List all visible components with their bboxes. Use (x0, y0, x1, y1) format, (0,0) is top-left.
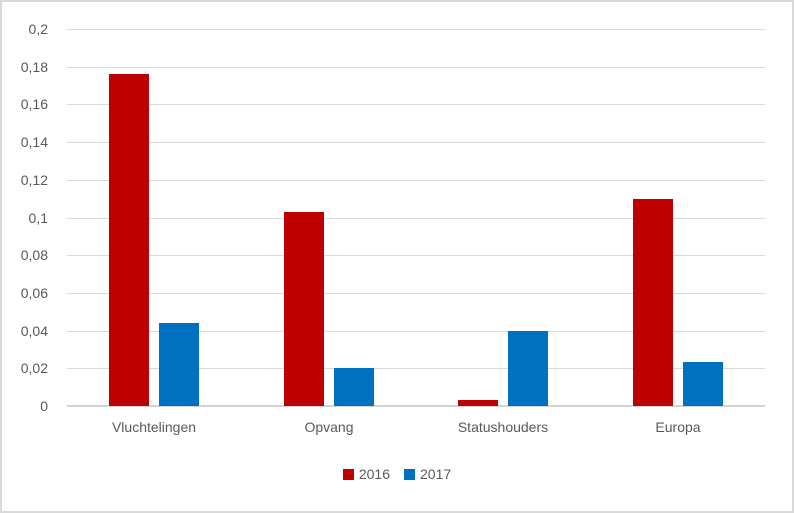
bar-2016-opvang (284, 212, 324, 406)
gridline (67, 180, 765, 181)
y-axis: 0 0,02 0,04 0,06 0,08 0,1 0,12 0,14 0,16 0,18 0,2 (2, 21, 48, 414)
y-tick-label: 0,1 (28, 210, 48, 226)
gridline (67, 331, 765, 332)
bar-2016-vluchtelingen (109, 74, 149, 406)
y-tick-label: 0,18 (20, 59, 48, 75)
y-tick-label: 0,08 (20, 247, 48, 263)
y-tick-label: 0,2 (28, 21, 48, 37)
y-tick-label: 0,06 (20, 285, 48, 301)
y-tick-label: 0 (40, 398, 48, 414)
gridline (67, 218, 765, 219)
bar-2017-europa (683, 362, 723, 406)
bar-2017-vluchtelingen (159, 323, 199, 406)
x-category-label: Vluchtelingen (111, 419, 197, 435)
y-tick-label: 0,16 (20, 96, 48, 112)
x-category-label: Opvang (304, 419, 354, 435)
gridline (67, 293, 765, 294)
bar-2016-statushouders (458, 400, 498, 406)
gridline (67, 255, 765, 256)
bar-2017-opvang (334, 368, 374, 406)
plot-area (67, 29, 765, 407)
legend-swatch-icon (404, 468, 415, 480)
legend: 2016 2017 (2, 464, 792, 484)
gridline (67, 368, 765, 369)
x-category-label: Statushouders (457, 419, 549, 435)
x-axis-line (67, 405, 765, 407)
x-category-label: Europa (655, 419, 701, 435)
y-tick-label: 0,14 (20, 134, 48, 150)
legend-item-2016: 2016 (342, 465, 390, 483)
x-axis: Vluchtelingen Opvang Statushouders Europa (67, 416, 765, 438)
gridline (67, 29, 765, 30)
y-tick-label: 0,02 (20, 360, 48, 376)
bar-2017-statushouders (508, 331, 548, 406)
legend-label: 2016 (358, 466, 390, 482)
y-tick-label: 0,04 (20, 323, 48, 339)
bar-2016-europa (633, 199, 673, 406)
gridline (67, 104, 765, 105)
gridline (67, 142, 765, 143)
gridline (67, 67, 765, 68)
legend-label: 2017 (420, 466, 452, 482)
y-tick-label: 0,12 (20, 172, 48, 188)
legend-swatch-icon (342, 468, 354, 480)
legend-item-2017: 2017 (404, 465, 451, 483)
